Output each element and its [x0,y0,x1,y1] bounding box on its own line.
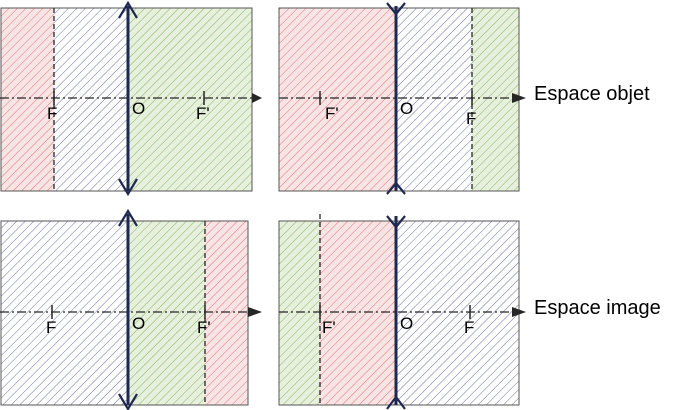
axis-arrow-icon [248,307,262,317]
lens-top-arrow-icon [118,208,138,227]
point-o-label: O [132,99,145,118]
diverging-lens [386,215,406,410]
lens-bottom-arrow-icon [118,393,138,410]
point-f-prime-label: F' [197,318,211,337]
point-f-prime-label: F' [196,104,210,123]
zone-after-lens [396,221,519,405]
lens-top-v-icon [386,2,406,16]
espace-objet-label: Espace objet [534,83,650,105]
axis-arrow-icon [252,93,262,103]
lens-top-arrow-icon [118,0,138,19]
lens-bottom-arrow-icon [118,178,138,197]
zone-after-focal [205,221,248,405]
zone-lens-to-focal [128,221,205,405]
lens-top-v-icon [386,215,406,229]
axis-arrow-icon [512,307,526,317]
zone-lens-to-focal [396,8,472,191]
converging-lens [118,208,138,410]
lens-bottom-v-icon [386,395,406,410]
panel-diverging-object: F' O F [278,2,526,195]
zone-before-focal [279,221,320,405]
zone-before-focal [1,8,54,191]
zone-before-lens [1,221,128,405]
zone-before-lens [279,8,396,191]
diverging-lens [386,2,406,195]
point-f-label: F [466,109,476,128]
point-f-prime-label: F' [325,104,339,123]
point-o-label: O [400,99,413,118]
zone-focal-to-lens [320,221,396,405]
point-o-label: O [132,314,145,333]
converging-lens [118,0,138,197]
zone-after-focal [472,8,519,191]
zone-after-lens [128,8,252,191]
zone-focal-to-lens [54,8,128,191]
point-f-label: F [464,318,474,337]
axis-arrow-icon [512,93,526,103]
panel-converging-image: F O F' [0,208,262,410]
panel-converging-object: F O F' [0,0,262,197]
point-f-prime-label: F' [322,318,336,337]
lens-bottom-v-icon [386,181,406,195]
point-f-label: F [47,104,57,123]
panel-diverging-image: F' O F [278,214,526,410]
espace-image-label: Espace image [534,297,661,319]
point-f-label: F [46,318,56,337]
point-o-label: O [400,314,413,333]
